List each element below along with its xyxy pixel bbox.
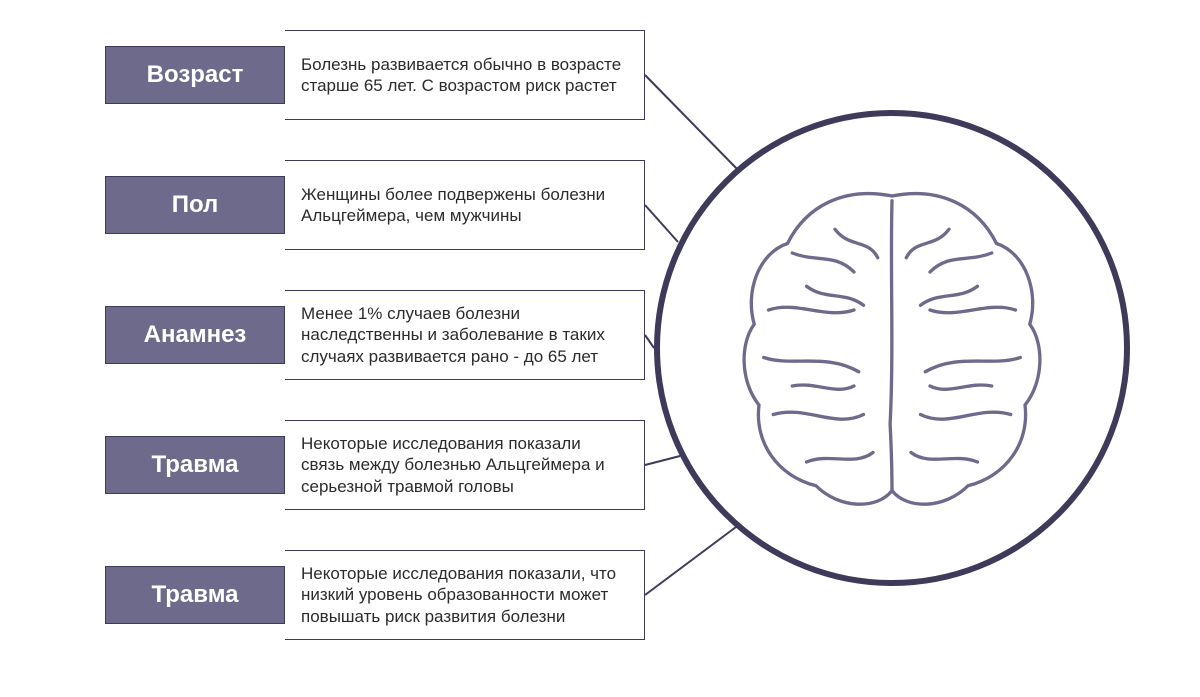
factor-description: Некоторые исследования показали связь ме… [285, 420, 645, 510]
infographic-canvas: ВозрастБолезнь развивается обычно в возр… [0, 0, 1200, 697]
factor-label: Травма [105, 436, 285, 494]
factor-label: Пол [105, 176, 285, 234]
brain-icon [702, 158, 1082, 538]
factor-description: Некоторые исследования показали, что низ… [285, 550, 645, 640]
factor-label: Возраст [105, 46, 285, 104]
factor-row: АнамнезМенее 1% случаев болезни наследст… [105, 290, 645, 380]
factor-row: ТравмаНекоторые исследования показали св… [105, 420, 645, 510]
factor-description: Женщины более подвержены болезни Альцгей… [285, 160, 645, 250]
factor-label: Анамнез [105, 306, 285, 364]
brain-circle [654, 110, 1130, 586]
factor-row: ТравмаНекоторые исследования показали, ч… [105, 550, 645, 640]
factor-label: Травма [105, 566, 285, 624]
factor-row: ПолЖенщины более подвержены болезни Альц… [105, 160, 645, 250]
factor-row: ВозрастБолезнь развивается обычно в возр… [105, 30, 645, 120]
factor-description: Менее 1% случаев болезни наследственны и… [285, 290, 645, 380]
factor-description: Болезнь развивается обычно в возрасте ст… [285, 30, 645, 120]
